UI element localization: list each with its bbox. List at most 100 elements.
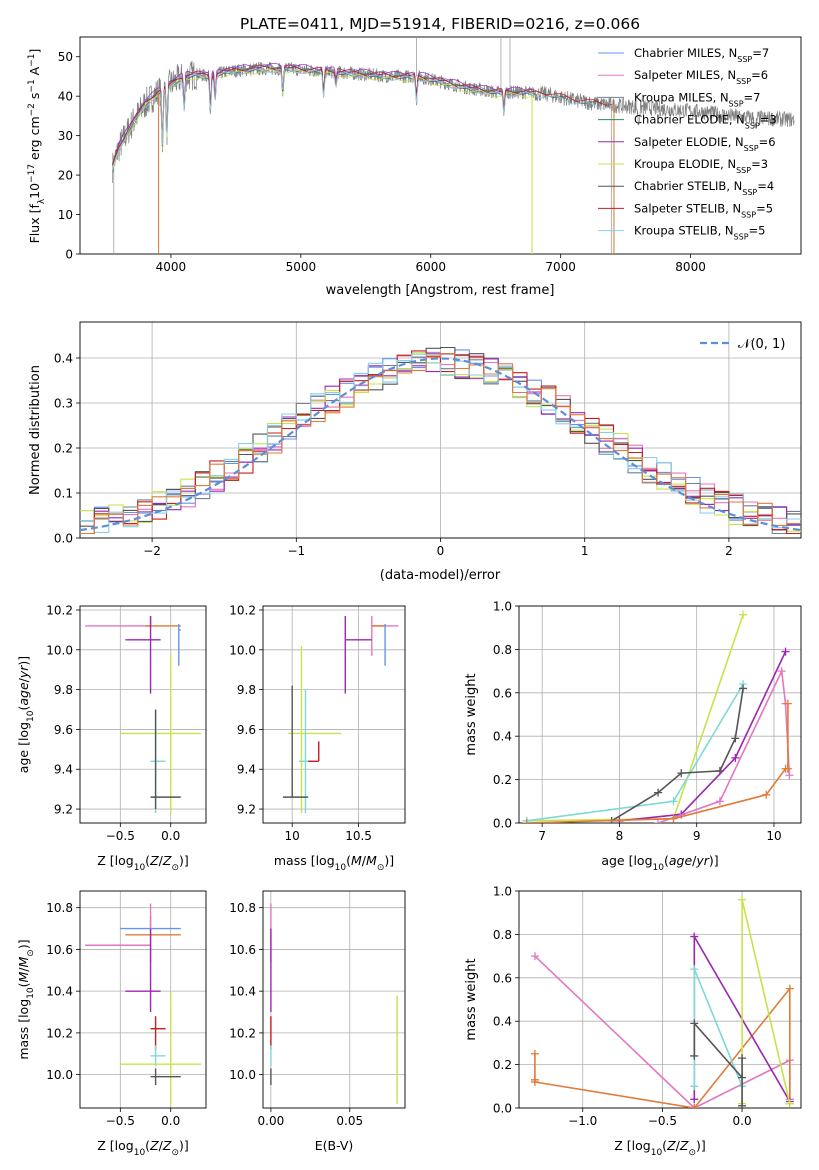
- y-tick-label: 0.0: [54, 532, 73, 546]
- legend-label: Salpeter STELIB, NSSP=5: [634, 201, 773, 219]
- weight-marker: [731, 753, 740, 762]
- plot-frame: [262, 890, 406, 1109]
- weight-marker: [781, 647, 790, 656]
- x-tick-label: 10.5: [345, 829, 372, 843]
- y-tick-label: 10.0: [46, 643, 73, 657]
- plot-frame: [79, 36, 802, 255]
- y-tick-label: 10.8: [229, 901, 256, 915]
- histogram-step: [80, 352, 801, 535]
- y-tick-label: 0.2: [493, 1058, 512, 1072]
- y-tick-label: 9.6: [237, 723, 256, 737]
- weight-marker: [777, 667, 786, 676]
- data-spectrum: [112, 60, 795, 184]
- y-axis-label: age [log10(age/yr)]: [16, 656, 36, 773]
- x-axis-label: E(B-V): [315, 1138, 354, 1153]
- x-axis-label: age [log10(age/yr)]: [601, 853, 718, 873]
- weight-marker: [739, 684, 748, 693]
- y-tick-label: 10.2: [229, 1026, 256, 1040]
- y-axis-label: mass [log10(M/M⊙)]: [16, 939, 36, 1059]
- histogram-step: [80, 353, 801, 533]
- weight-marker: [530, 1077, 539, 1086]
- x-axis-label: Z [log10(Z/Z⊙)]: [97, 853, 189, 873]
- x-axis-label: (data-model)/error: [380, 568, 501, 583]
- x-tick-label: 0.0: [733, 1114, 752, 1128]
- plot-frame: [79, 605, 207, 824]
- x-tick-label: 0.05: [336, 1114, 363, 1128]
- weight-marker: [690, 932, 699, 941]
- plot-area: [530, 895, 794, 1108]
- weight-line: [611, 688, 744, 822]
- y-tick-label: 0.4: [493, 730, 512, 744]
- weight-marker: [690, 1104, 699, 1108]
- y-tick-label: 9.8: [54, 683, 73, 697]
- x-tick-label: 8000: [675, 260, 706, 274]
- y-tick-label: 10.2: [46, 1026, 73, 1040]
- x-axis-label: mass [log10(M/M⊙)]: [274, 853, 394, 873]
- y-tick-label: 9.2: [237, 803, 256, 817]
- x-tick-label: −2: [143, 544, 161, 558]
- y-axis-label: mass weight: [464, 673, 479, 755]
- plot-area: [85, 903, 201, 1106]
- y-tick-label: 9.4: [54, 763, 73, 777]
- y-tick-label: 30: [58, 129, 73, 143]
- mass_vs_ebv-panel: 0.00 0.05 10.0 10.2 10.4 10.6 10.8 E(B-V): [229, 890, 406, 1153]
- weight-marker: [690, 1082, 699, 1091]
- y-tick-label: 9.8: [237, 683, 256, 697]
- x-tick-label: −0.5: [106, 829, 135, 843]
- x-tick-label: 7: [538, 829, 546, 843]
- y-tick-label: 10.6: [229, 943, 256, 957]
- x-tick-label: 2: [725, 544, 733, 558]
- y-tick-label: 0.6: [493, 971, 512, 985]
- weight-marker: [669, 814, 678, 823]
- legend-label: Kroupa ELODIE, NSSP=3: [634, 157, 768, 175]
- x-axis-label: Z [log10(Z/Z⊙)]: [97, 1138, 189, 1158]
- weight-line: [526, 703, 789, 823]
- x-tick-label: 0: [437, 544, 445, 558]
- weight-marker: [669, 797, 678, 806]
- y-axis-label: mass weight: [464, 958, 479, 1040]
- y-tick-label: 10: [58, 208, 73, 222]
- x-tick-label: 0.00: [258, 1114, 285, 1128]
- mass_vs_Z-panel: −0.5 0.0 10.0 10.2 10.4 10.6 10.8 Z [log10(Z/Z⊙…: [16, 890, 207, 1158]
- y-tick-label: 40: [58, 90, 73, 104]
- x-tick-label: −0.5: [648, 1114, 677, 1128]
- weight_vs_age-panel: 7 8 9 10 0.0 0.2 0.4 0.6 0.8 1.0 age [log10(age/yr…: [464, 600, 802, 873]
- y-axis-label: Normed distribution: [28, 365, 43, 495]
- weight-line: [526, 614, 744, 822]
- x-tick-label: 7000: [545, 260, 576, 274]
- x-tick-label: −1: [287, 544, 305, 558]
- weight-marker: [690, 1051, 699, 1060]
- weight-marker: [785, 771, 794, 780]
- y-tick-label: 0.0: [493, 817, 512, 831]
- plot-area: [522, 610, 794, 823]
- weight-marker: [530, 952, 539, 961]
- model-line: [112, 62, 535, 166]
- legend-label: Kroupa STELIB, NSSP=5: [634, 224, 765, 242]
- legend-label: Kroupa MILES, NSSP=7: [634, 90, 760, 108]
- y-tick-label: 20: [58, 169, 73, 183]
- y-tick-label: 1.0: [493, 885, 512, 899]
- y-tick-label: 9.2: [54, 803, 73, 817]
- x-tick-label: −1.0: [568, 1114, 597, 1128]
- y-tick-label: 9.6: [54, 723, 73, 737]
- model-line: [112, 64, 613, 165]
- plot-area: [85, 615, 201, 814]
- legend: 𝒩(0, 1): [700, 337, 785, 352]
- weight-line: [526, 683, 744, 822]
- x-tick-label: −0.5: [106, 1114, 135, 1128]
- age_vs_Z-panel: −0.5 0.0 9.2 9.4 9.6 9.8 10.0 10.2 Z [log10(Z/Z⊙…: [16, 603, 207, 873]
- y-tick-label: 0.2: [493, 773, 512, 787]
- legend-label: 𝒩(0, 1): [738, 337, 785, 352]
- x-tick-label: 6000: [415, 260, 446, 274]
- legend-label: Salpeter MILES, NSSP=6: [634, 68, 768, 86]
- weight-marker: [690, 1095, 699, 1104]
- y-tick-label: 10.6: [46, 943, 73, 957]
- weight-marker: [715, 797, 724, 806]
- weight-marker: [522, 819, 531, 823]
- weight-marker: [731, 734, 740, 743]
- weight-marker: [530, 1049, 539, 1058]
- x-tick-label: 9: [693, 829, 701, 843]
- x-tick-label: 1: [581, 544, 589, 558]
- y-tick-label: 0.4: [54, 352, 73, 366]
